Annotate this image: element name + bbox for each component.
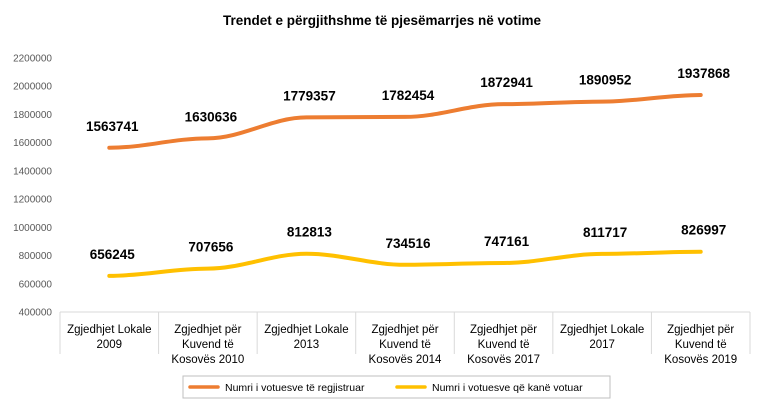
data-label: 1872941 xyxy=(480,75,533,90)
data-label: 1782454 xyxy=(382,88,435,103)
data-label: 1779357 xyxy=(283,88,336,103)
series-line xyxy=(107,92,703,150)
series-lines xyxy=(107,92,703,278)
x-category-label-line: 2009 xyxy=(96,339,122,351)
x-category-label-line: Zgjedhjet për xyxy=(470,324,537,336)
series-line xyxy=(107,249,703,278)
y-tick-label: 1800000 xyxy=(13,110,52,121)
data-label: 656245 xyxy=(90,247,136,262)
y-tick-label: 1600000 xyxy=(13,138,52,149)
y-tick-label: 800000 xyxy=(19,251,53,262)
x-category-label: Zgjedhjet Lokale 2009 xyxy=(67,324,151,351)
x-category-label-line: Kosovës 2017 xyxy=(467,354,540,366)
x-category-label-line: Zgjedhjet Lokale xyxy=(67,324,151,336)
data-labels: 1563741 1630636 1779357 1782454 1872941 18909… xyxy=(86,66,730,262)
x-category-label-line: Zgjedhjet për xyxy=(174,324,241,336)
x-category-label-line: Zgjedhjet Lokale xyxy=(560,324,644,336)
data-label: 1630636 xyxy=(185,109,238,124)
x-category-label-line: Kosovës 2014 xyxy=(369,354,442,366)
data-label: 826997 xyxy=(681,223,726,238)
x-category-label: Zgjedhjet Lokale 2013 xyxy=(264,324,348,351)
x-category-label: Zgjedhjet për Kuvend të Kosovës 2014 xyxy=(369,324,442,366)
y-tick-label: 600000 xyxy=(19,279,53,290)
data-label: 811717 xyxy=(583,225,627,240)
x-category-label-line: Kosovës 2010 xyxy=(171,354,244,366)
x-category-label-line: Kuvend të xyxy=(675,339,727,351)
x-category-label-line: 2017 xyxy=(589,339,615,351)
x-category-label-line: Zgjedhjet për xyxy=(667,324,734,336)
y-tick-label: 400000 xyxy=(19,308,53,319)
data-label: 1937868 xyxy=(677,66,730,81)
y-tick-label: 2000000 xyxy=(13,82,52,93)
legend: Numri i votuesve të regjistruar Numri i v… xyxy=(182,375,611,399)
data-label: 707656 xyxy=(188,240,234,255)
data-label: 734516 xyxy=(385,236,431,251)
x-category-label-line: 2013 xyxy=(294,339,320,351)
x-category-label-line: Kuvend të xyxy=(478,339,530,351)
x-category-label: Zgjedhjet për Kuvend të Kosovës 2019 xyxy=(664,324,737,366)
data-label: 747161 xyxy=(484,234,530,249)
data-label: 1563741 xyxy=(86,119,139,134)
x-category-label-line: Kosovës 2019 xyxy=(664,354,737,366)
x-category-label-line: Zgjedhjet Lokale xyxy=(264,324,348,336)
y-tick-label: 1200000 xyxy=(13,195,52,206)
data-label: 812813 xyxy=(287,225,333,240)
x-category-label-line: Zgjedhjet për xyxy=(371,324,438,336)
x-category-label-line: Kuvend të xyxy=(379,339,431,351)
legend-label: Numri i votuesve të regjistruar xyxy=(225,382,365,394)
y-tick-label: 1000000 xyxy=(13,223,52,234)
y-tick-label: 2200000 xyxy=(13,54,52,65)
x-category-label: Zgjedhjet për Kuvend të Kosovës 2017 xyxy=(467,324,540,366)
x-category-label: Zgjedhjet Lokale 2017 xyxy=(560,324,644,351)
legend-label: Numri i votuesve që kanë votuar xyxy=(432,382,583,394)
x-category-label: Zgjedhjet për Kuvend të Kosovës 2010 xyxy=(171,324,244,366)
data-label: 1890952 xyxy=(579,73,632,88)
chart-title: Trendet e përgjithshme të pjesëmarrjes n… xyxy=(223,13,542,28)
axes: 400000 600000 800000 1000000 1200000 1400000 1… xyxy=(13,54,751,366)
y-tick-label: 1400000 xyxy=(13,166,52,177)
x-category-label-line: Kuvend të xyxy=(182,339,234,351)
